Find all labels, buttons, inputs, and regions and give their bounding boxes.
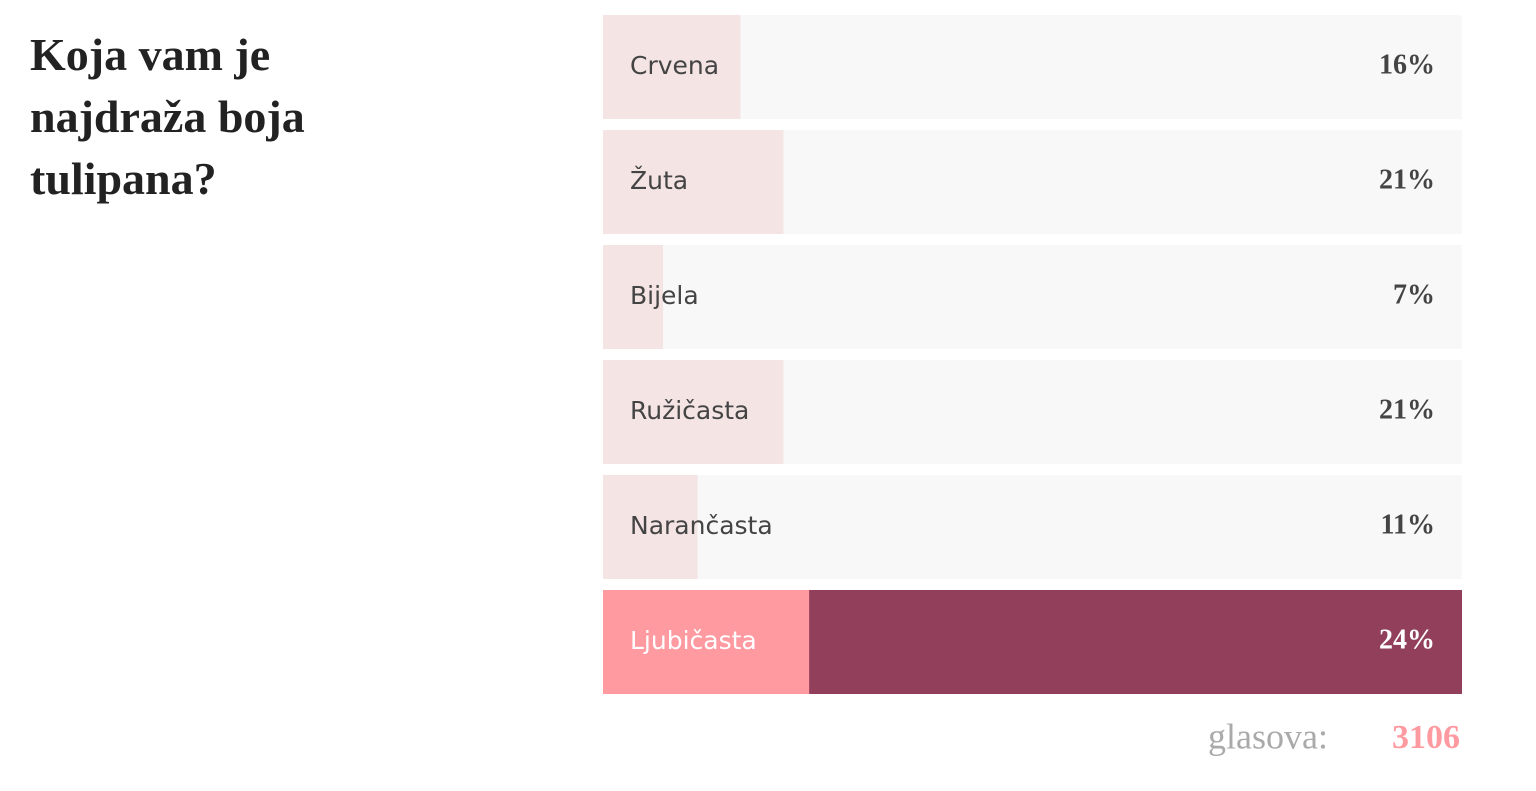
option-bar [603,590,810,694]
option-bar [603,15,741,119]
option-label: Crvena [630,51,719,80]
option-percent: 24% [1379,624,1435,655]
option-label: Ljubičasta [630,626,757,655]
option-bar [603,130,784,234]
option-bar [603,475,698,579]
option-track [603,475,1462,579]
option-percent: 16% [1379,49,1435,80]
option-label: Žuta [630,166,688,195]
option-percent: 21% [1379,164,1435,195]
option-percent: 21% [1379,394,1435,425]
option-percent: 7% [1393,279,1435,310]
option-percent: 11% [1381,509,1435,540]
option-label: Bijela [630,281,699,310]
option-track [603,15,1462,119]
option-label: Narančasta [630,511,773,540]
option-bar [603,360,784,464]
poll-title: Koja vam je najdraža boja tulipana? [30,29,305,204]
option-bar [603,245,664,349]
votes-label: glasova: [1208,716,1328,756]
option-track [603,245,1462,349]
votes-count: 3106 [1392,719,1460,756]
option-label: Ružičasta [630,396,749,425]
